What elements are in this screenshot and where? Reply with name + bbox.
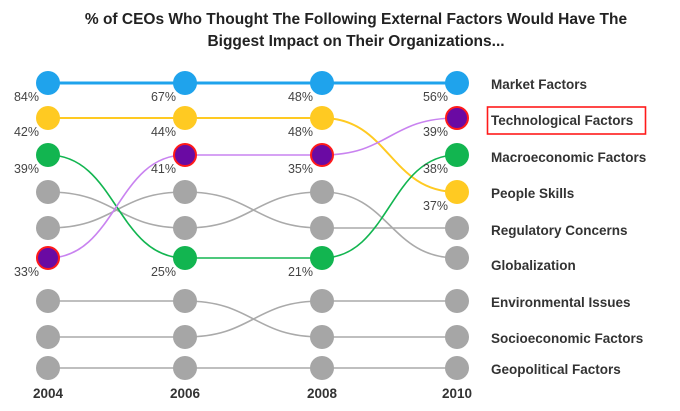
point-macroeconomic-factors-2008[interactable]	[310, 246, 334, 270]
point-geopolitical-factors-2008[interactable]	[310, 356, 334, 380]
point-regulatory-concerns-2006[interactable]	[173, 180, 197, 204]
point-environmental-issues-2010[interactable]	[445, 289, 469, 313]
point-market-factors-2004[interactable]	[36, 71, 60, 95]
value-label-macroeconomic-factors-2008: 21%	[288, 265, 313, 279]
series-line-environmental-issues	[48, 300, 457, 338]
point-geopolitical-factors-2004[interactable]	[36, 356, 60, 380]
value-label-technological-factors-2004: 33%	[14, 265, 39, 279]
chart-title-line-1: % of CEOs Who Thought The Following Exte…	[85, 11, 628, 28]
point-socioeconomic-factors-2010[interactable]	[445, 325, 469, 349]
point-environmental-issues-2006[interactable]	[173, 325, 197, 349]
year-label-2006: 2006	[170, 386, 201, 401]
point-globalization-2006[interactable]	[173, 216, 197, 240]
point-globalization-2008[interactable]	[310, 180, 334, 204]
legend-item-geopolitical-factors: Geopolitical Factors	[491, 362, 621, 377]
year-label-2004: 2004	[33, 386, 64, 401]
point-market-factors-2008[interactable]	[310, 71, 334, 95]
value-label-market-factors-2010: 56%	[423, 90, 448, 104]
series-line-technological-factors	[47, 117, 458, 259]
point-technological-factors-2004[interactable]	[36, 246, 60, 270]
point-socioeconomic-factors-2004[interactable]	[36, 289, 60, 313]
value-label-people-skills-2004: 42%	[14, 125, 39, 139]
point-market-factors-2006[interactable]	[173, 71, 197, 95]
point-people-skills-2006[interactable]	[173, 106, 197, 130]
legend-item-socioeconomic-factors: Socioeconomic Factors	[491, 331, 643, 346]
point-technological-factors-2008[interactable]	[310, 143, 334, 167]
point-regulatory-concerns-2010[interactable]	[445, 216, 469, 240]
chart-title: % of CEOs Who Thought The Following Exte…	[85, 11, 628, 50]
value-labels: 42% 44% 48% 37% 39% 25% 21% 38% 33% 41% 35% 39% 84% 6…	[14, 90, 448, 279]
value-label-people-skills-2008: 48%	[288, 125, 313, 139]
point-environmental-issues-2008[interactable]	[310, 289, 334, 313]
value-label-macroeconomic-factors-2006: 25%	[151, 265, 176, 279]
value-label-macroeconomic-factors-2004: 39%	[14, 162, 39, 176]
value-label-people-skills-2006: 44%	[151, 125, 176, 139]
point-regulatory-concerns-2008[interactable]	[310, 216, 334, 240]
legend-item-regulatory-concerns: Regulatory Concerns	[491, 223, 628, 238]
point-regulatory-concerns-2004[interactable]	[36, 216, 60, 240]
point-macroeconomic-factors-2010[interactable]	[445, 143, 469, 167]
value-label-market-factors-2006: 67%	[151, 90, 176, 104]
value-label-macroeconomic-factors-2010: 38%	[423, 162, 448, 176]
legend-item-globalization: Globalization	[491, 258, 576, 273]
year-label-2008: 2008	[307, 386, 338, 401]
point-macroeconomic-factors-2006[interactable]	[173, 246, 197, 270]
value-label-technological-factors-2006: 41%	[151, 162, 176, 176]
series-lines	[47, 81, 458, 369]
legend-item-people-skills: People Skills	[491, 186, 574, 201]
series-points	[36, 71, 469, 380]
legend: Market Factors Technological Factors Macro…	[486, 77, 647, 377]
series-line-macroeconomic-factors	[47, 154, 458, 259]
legend-item-environmental-issues: Environmental Issues	[491, 295, 631, 310]
point-socioeconomic-factors-2008[interactable]	[310, 325, 334, 349]
value-label-market-factors-2008: 48%	[288, 90, 313, 104]
legend-item-macroeconomic-factors: Macroeconomic Factors	[491, 150, 646, 165]
point-geopolitical-factors-2010[interactable]	[445, 356, 469, 380]
point-people-skills-2004[interactable]	[36, 106, 60, 130]
point-socioeconomic-factors-2006[interactable]	[173, 289, 197, 313]
chart-title-line-2: Biggest Impact on Their Organizations...	[207, 33, 504, 50]
point-macroeconomic-factors-2004[interactable]	[36, 143, 60, 167]
point-geopolitical-factors-2006[interactable]	[173, 356, 197, 380]
value-label-people-skills-2010: 37%	[423, 199, 448, 213]
point-environmental-issues-2004[interactable]	[36, 325, 60, 349]
legend-item-market-factors: Market Factors	[491, 77, 587, 92]
series-line-globalization	[47, 191, 458, 259]
point-people-skills-2008[interactable]	[310, 106, 334, 130]
x-axis-year-labels: 2004 2006 2008 2010	[33, 386, 472, 401]
year-label-2010: 2010	[442, 386, 472, 401]
value-label-technological-factors-2008: 35%	[288, 162, 313, 176]
point-technological-factors-2010[interactable]	[445, 106, 469, 130]
value-label-technological-factors-2010: 39%	[423, 125, 448, 139]
highlight-box	[486, 106, 647, 135]
value-label-market-factors-2004: 84%	[14, 90, 39, 104]
point-globalization-2010[interactable]	[445, 246, 469, 270]
point-market-factors-2010[interactable]	[445, 71, 469, 95]
point-people-skills-2010[interactable]	[445, 180, 469, 204]
legend-item-technological-factors: Technological Factors	[491, 113, 633, 128]
point-technological-factors-2006[interactable]	[173, 143, 197, 167]
point-globalization-2004[interactable]	[36, 180, 60, 204]
